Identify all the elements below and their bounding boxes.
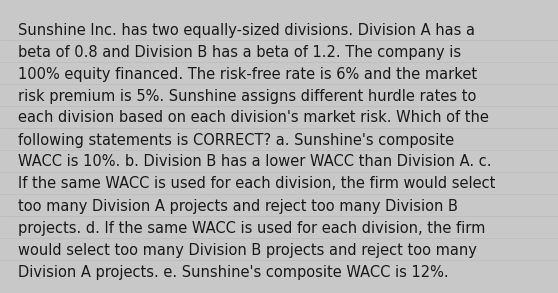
Text: WACC is 10%. b. Division B has a lower WACC than Division A. c.: WACC is 10%. b. Division B has a lower W… bbox=[18, 154, 492, 169]
Text: risk premium is 5%. Sunshine assigns different hurdle rates to: risk premium is 5%. Sunshine assigns dif… bbox=[18, 88, 477, 103]
Text: Sunshine Inc. has two equally-sized divisions. Division A has a: Sunshine Inc. has two equally-sized divi… bbox=[18, 23, 475, 38]
Text: beta of 0.8 and Division B has a beta of 1.2. The company is: beta of 0.8 and Division B has a beta of… bbox=[18, 45, 461, 59]
Text: 100% equity financed. The risk-free rate is 6% and the market: 100% equity financed. The risk-free rate… bbox=[18, 67, 477, 81]
Text: too many Division A projects and reject too many Division B: too many Division A projects and reject … bbox=[18, 198, 458, 214]
Text: projects. d. If the same WACC is used for each division, the firm: projects. d. If the same WACC is used fo… bbox=[18, 221, 485, 236]
Text: following statements is CORRECT? a. Sunshine's composite: following statements is CORRECT? a. Suns… bbox=[18, 132, 454, 147]
Text: Division A projects. e. Sunshine's composite WACC is 12%.: Division A projects. e. Sunshine's compo… bbox=[18, 265, 449, 280]
Text: If the same WACC is used for each division, the firm would select: If the same WACC is used for each divisi… bbox=[18, 176, 496, 192]
Text: each division based on each division's market risk. Which of the: each division based on each division's m… bbox=[18, 110, 489, 125]
Text: would select too many Division B projects and reject too many: would select too many Division B project… bbox=[18, 243, 477, 258]
